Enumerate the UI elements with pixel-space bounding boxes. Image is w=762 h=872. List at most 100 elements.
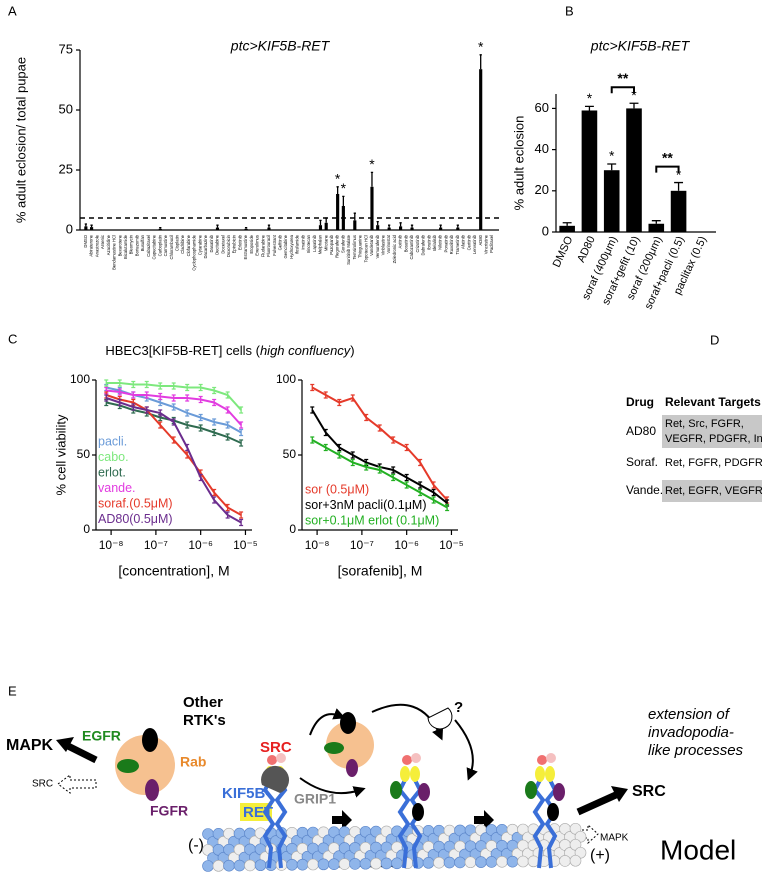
error-bar	[410, 224, 414, 228]
table-row-bg	[662, 415, 762, 448]
tubulin	[202, 860, 214, 872]
x-tick-label: Decitabine	[215, 234, 220, 254]
rab-vesicle	[326, 721, 374, 769]
legend-label: sor+3nM pacli(0.1μM)	[305, 498, 426, 512]
data-point	[337, 398, 342, 407]
data-point	[185, 443, 190, 452]
ret-kinase	[535, 766, 545, 782]
y-tick-label: 25	[59, 161, 73, 176]
data-point	[239, 511, 244, 519]
data-point	[418, 488, 423, 497]
data-point	[350, 458, 355, 467]
x-tick-label: 10⁻⁶	[188, 538, 213, 552]
table-cell: AD80	[626, 424, 656, 438]
tubulin	[433, 856, 445, 869]
error-bar	[584, 105, 594, 111]
bar	[479, 69, 483, 230]
bar	[410, 227, 414, 230]
error-bar	[651, 220, 661, 224]
bar	[244, 228, 248, 230]
x-tick-label: 10⁻⁸	[99, 538, 124, 552]
y-tick-label: 60	[535, 100, 549, 115]
data-point	[310, 383, 315, 392]
x-tick-label: Arsenic	[100, 235, 105, 249]
model-diagram: E MAPK EGFR SRC Other RTK's Rab FGFR SRC…	[6, 683, 744, 872]
panel-label: B	[565, 3, 574, 18]
x-tick-label: Ruxolitinib	[449, 234, 454, 254]
data-point	[158, 421, 163, 429]
table-cell: Soraf.	[626, 455, 658, 469]
y-tick-label: 0	[542, 223, 549, 238]
x-tick-label: Lapatinib	[312, 234, 317, 252]
panel-label: E	[8, 683, 17, 698]
x-tick-label: Bleomycin	[129, 234, 134, 254]
y-tick-label: 100	[276, 372, 296, 386]
x-tick-label: Nilotinib	[438, 234, 443, 250]
x-tick-label: Zoledronic acid	[392, 234, 397, 263]
x-tick-label: Imatinib	[300, 234, 305, 249]
data-point	[239, 421, 244, 429]
data-point	[364, 413, 369, 422]
arrow	[576, 790, 620, 816]
data-point	[212, 418, 217, 426]
tubulin	[328, 858, 340, 871]
arrow-head	[611, 786, 628, 802]
error-bar	[353, 212, 356, 221]
label: like processes	[648, 742, 744, 759]
x-tick-label: Everolimus	[255, 235, 260, 256]
receptor	[553, 783, 565, 801]
label: GRIP1	[294, 791, 336, 807]
legend-label: sor+0.1μM erlot (0.1μM)	[305, 513, 439, 527]
arrow	[454, 719, 478, 781]
x-tick-label: Vincristine	[484, 234, 489, 254]
arrow	[299, 777, 366, 798]
receptor	[340, 712, 356, 734]
data-point	[117, 388, 122, 396]
data-point	[225, 503, 230, 512]
label: (-)	[188, 837, 204, 854]
x-tick-label: Sunitinib Malate	[346, 234, 351, 264]
bracket	[655, 165, 680, 173]
error-bar	[439, 224, 442, 228]
x-tick-label: Bosutinib	[403, 234, 408, 252]
error-bar	[562, 222, 572, 226]
tubulin	[212, 860, 225, 872]
tubulin	[559, 855, 571, 867]
x-tick-label: Cyclophosphamide	[192, 234, 197, 270]
error-bar	[325, 217, 328, 223]
data-point	[131, 391, 136, 399]
x-tick-label: Bexarotene	[117, 234, 122, 256]
significance-label: *	[676, 166, 682, 182]
data-point	[225, 391, 230, 399]
data-point	[239, 406, 244, 414]
x-tick-label: Melphalan	[318, 234, 323, 254]
data-point	[185, 383, 190, 392]
significance-label: *	[335, 171, 341, 187]
x-tick-label: Ceritinib	[466, 234, 471, 250]
bar	[376, 225, 380, 230]
arrow	[57, 774, 97, 794]
x-tick-label: Ifosfamide	[295, 234, 300, 254]
bar	[84, 226, 88, 230]
data-point	[445, 503, 450, 512]
x-tick-label: Busulfan	[140, 234, 145, 251]
x-tick-label: Bendamustine HCl	[112, 235, 117, 270]
data-point	[377, 466, 382, 474]
x-tick-label: Vorinostat	[386, 234, 391, 253]
significance-label: *	[609, 148, 615, 164]
data-point	[239, 439, 244, 447]
x-tick-label: Azacitidine	[106, 234, 111, 255]
data-point	[171, 394, 176, 402]
y-tick-label: 100	[70, 372, 90, 386]
arrow	[64, 741, 98, 764]
title-part: )	[350, 343, 354, 358]
tubulin	[370, 857, 382, 870]
x-tick-label: Vandetanib	[369, 234, 374, 256]
tubulin	[475, 856, 487, 868]
legend-label: erlot.	[98, 465, 126, 479]
data-point	[431, 488, 436, 497]
src	[537, 755, 547, 765]
receptor	[418, 783, 430, 801]
x-tick-label: Abiraterone	[89, 234, 94, 256]
